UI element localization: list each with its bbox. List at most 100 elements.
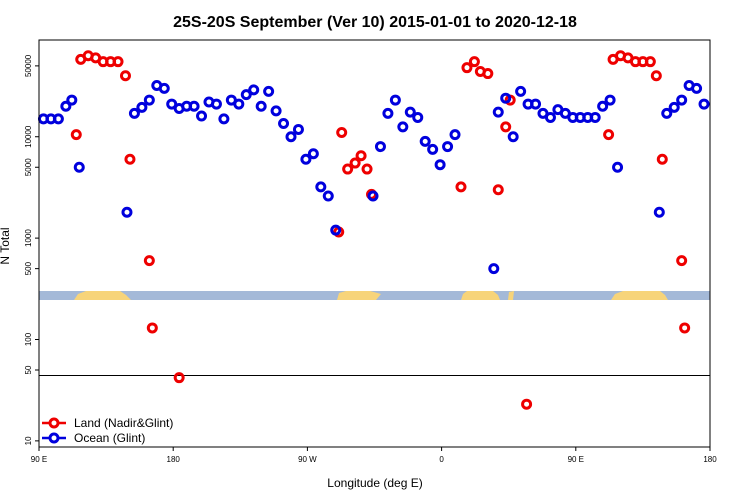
map-strip [39,291,710,300]
y-tick-label: 10000 [24,125,33,148]
legend-label-ocean: Ocean (Glint) [74,431,145,445]
land-point [124,153,136,165]
ocean-point [210,98,222,110]
ocean-point [322,190,334,202]
ocean-point [285,131,297,143]
land-region-australia-repeat [611,291,668,300]
ocean-point [412,111,424,123]
land-point [461,62,473,74]
ocean-point [661,107,673,119]
ocean-point [374,141,386,153]
ocean-point [307,148,319,160]
land-point [342,163,354,175]
legend-item-ocean: Ocean (Glint) [42,431,145,445]
land-point [143,255,155,267]
ocean-point [691,82,703,94]
land-point [119,70,131,82]
x-tick-label: 90 E [568,455,584,464]
ocean-point [442,141,454,153]
ocean-point [419,135,431,147]
ocean-point [653,206,665,218]
ocean-point [278,118,290,130]
ocean-point [240,89,252,101]
land-point [112,56,124,68]
y-tick-label: 50000 [24,54,33,77]
ocean-point [196,110,208,122]
ocean-point [60,100,72,112]
y-axis-label: N Total [0,227,12,264]
ocean-point [248,84,260,96]
ocean-point [367,190,379,202]
ocean-point [166,98,178,110]
ocean-point [530,98,542,110]
legend-item-land: Land (Nadir&Glint) [42,416,173,430]
x-axis: 90 E 180 90 W 0 90 E 180 [31,447,717,464]
land-point [70,129,82,141]
ocean-point [255,100,267,112]
ocean-point [263,85,275,97]
y-tick-label: 10 [24,436,33,445]
x-tick-label: 0 [439,455,444,464]
land-point [482,68,494,80]
ocean-point [507,131,519,143]
land-region-australia [74,291,131,300]
land-point [361,163,373,175]
ocean-point [676,94,688,106]
land-point [500,121,512,133]
ocean-point [128,107,140,119]
land-point [336,127,348,139]
ocean-point [389,94,401,106]
land-region-madagascar [508,291,514,300]
land-point [349,157,361,169]
land-point [355,150,367,162]
ocean-point [136,101,148,113]
plot-area [39,40,710,447]
land-point [146,322,158,334]
chart-title: 25S-20S September (Ver 10) 2015-01-01 to… [173,14,577,31]
land-point [656,153,668,165]
ocean-point [300,153,312,165]
ocean-point [434,159,446,171]
y-tick-label: 1000 [24,229,33,247]
legend-marker-land [48,417,60,429]
y-tick-label: 500 [24,261,33,275]
ocean-point [589,111,601,123]
land-point [455,181,467,193]
ocean-point [597,100,609,112]
land-point [173,372,185,384]
x-tick-label: 90 E [31,455,47,464]
points-layer [37,50,710,410]
land-point [468,56,480,68]
land-region-south-america [337,291,381,300]
ocean-point [158,82,170,94]
y-tick-label: 100 [24,332,33,346]
ocean-point [404,106,416,118]
land-point [603,129,615,141]
ocean-point [515,85,527,97]
y-axis: 10 50 100 500 1000 5000 10000 50000 [24,54,39,445]
ocean-point [73,161,85,173]
y-tick-label: 5000 [24,158,33,176]
ocean-point [397,121,409,133]
x-tick-label: 90 W [298,455,317,464]
ocean-point [382,107,394,119]
ocean-point [315,181,327,193]
y-tick-label: 50 [24,365,33,374]
series-land [70,50,691,410]
land-region-africa-west [461,291,500,300]
land-point [644,56,656,68]
land-point [650,70,662,82]
series-ocean [37,80,710,275]
land-point [679,322,691,334]
ocean-point [270,105,282,117]
ocean-point [292,123,304,135]
ocean-point [218,113,230,125]
x-tick-label: 180 [167,455,181,464]
ocean-point [544,111,556,123]
ocean-point [330,224,342,236]
ocean-point [492,106,504,118]
land-point [492,184,504,196]
ocean-point [668,101,680,113]
ocean-point [121,206,133,218]
